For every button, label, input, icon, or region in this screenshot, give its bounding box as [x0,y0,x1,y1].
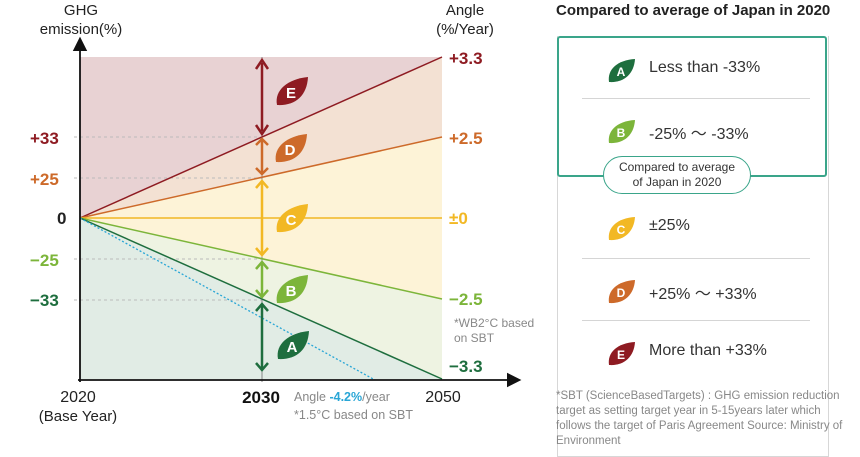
ghg-diagram: E D C B A GHG emission(%) Angle (%/Year)… [30,2,534,425]
x-tick-base-year: (Base Year) [39,408,117,425]
svg-text:D: D [617,286,626,300]
legend-row-b: B -25% ～ -33% [557,101,827,161]
right-axis-title-line1: Angle [446,2,484,19]
x-tick-2030: 2030 [242,388,280,407]
line-1-5c-sbt [79,217,376,381]
left-tick-minus-25: −25 [30,251,59,270]
legend-row-c: C ±25% [557,198,827,258]
left-tick-minus-33: −33 [30,291,59,310]
svg-text:B: B [617,126,626,140]
y-axis-title-line1: GHG [64,2,98,19]
legend-divider [582,98,810,99]
leaf-a-icon: A [608,59,635,83]
left-tick-plus-25: +25 [30,170,59,189]
legend-divider [582,320,810,321]
zone-b-leaf-icon: B [276,275,308,304]
legend-text-b: -25% ～ -33% [649,126,749,143]
right-tick-zero: ±0 [449,209,468,228]
svg-text:A: A [287,339,298,356]
zone-a-leaf-icon: A [277,331,309,360]
wb2-note-line2: on SBT [454,331,495,345]
right-tick-plus-2-5: +2.5 [449,129,483,148]
leaf-b-icon: B [608,120,635,144]
legend-text-e: More than +33% [649,342,767,359]
left-tick-plus-33: +33 [30,129,59,148]
svg-text:E: E [617,348,625,362]
line-minus-2-5 [79,217,443,300]
legend-text-d: +25% ～ +33% [649,286,757,303]
x-tick-2020: 2020 [60,389,96,406]
line-plus-3-3 [79,56,443,219]
leaf-d-icon: D [608,280,635,304]
zone-e-leaf-icon: E [276,77,308,106]
right-axis-title-line2: (%/Year) [436,21,494,38]
sbt-footnote: *SBT (ScienceBasedTargets) : GHG emissio… [556,390,843,447]
leaf-c-icon: C [608,217,635,241]
dashed-guides [74,136,262,301]
leaf-e-icon: E [608,342,635,366]
legend-divider [582,258,810,259]
zone-d-leaf-icon: D [275,134,307,163]
wb2-note-line1: *WB2°C based [454,316,534,330]
svg-text:C: C [617,223,626,237]
right-tick-minus-2-5: −2.5 [449,290,483,309]
legend-title: Compared to average of Japan in 2020 [556,2,831,19]
svg-text:A: A [617,65,626,79]
right-tick-minus-3-3: −3.3 [449,357,483,376]
line-minus-3-3 [79,217,443,380]
legend-text-c: ±25% [649,217,690,234]
zone-c-leaf-icon: C [276,204,308,233]
line-plus-2-5 [79,136,443,219]
svg-text:E: E [286,85,296,102]
legend-row-a: A Less than -33% [557,40,827,100]
left-tick-zero: 0 [57,209,66,228]
legend-text-a: Less than -33% [649,59,761,76]
svg-text:B: B [286,283,297,300]
sbt-1-5c-note: *1.5°C based on SBT [294,408,413,422]
y-axis-title-line2: emission(%) [40,21,123,38]
right-tick-plus-3-3: +3.3 [449,49,483,68]
legend-row-d: D +25% ～ +33% [557,261,827,321]
legend-row-e: E More than +33% [557,323,827,383]
legend-pill-note: Compared to average of Japan in 2020 [603,156,751,194]
svg-text:D: D [285,142,296,159]
x-tick-2050: 2050 [425,389,461,406]
angle-note: Angle -4.2%/year [294,390,390,404]
svg-text:C: C [286,212,297,229]
